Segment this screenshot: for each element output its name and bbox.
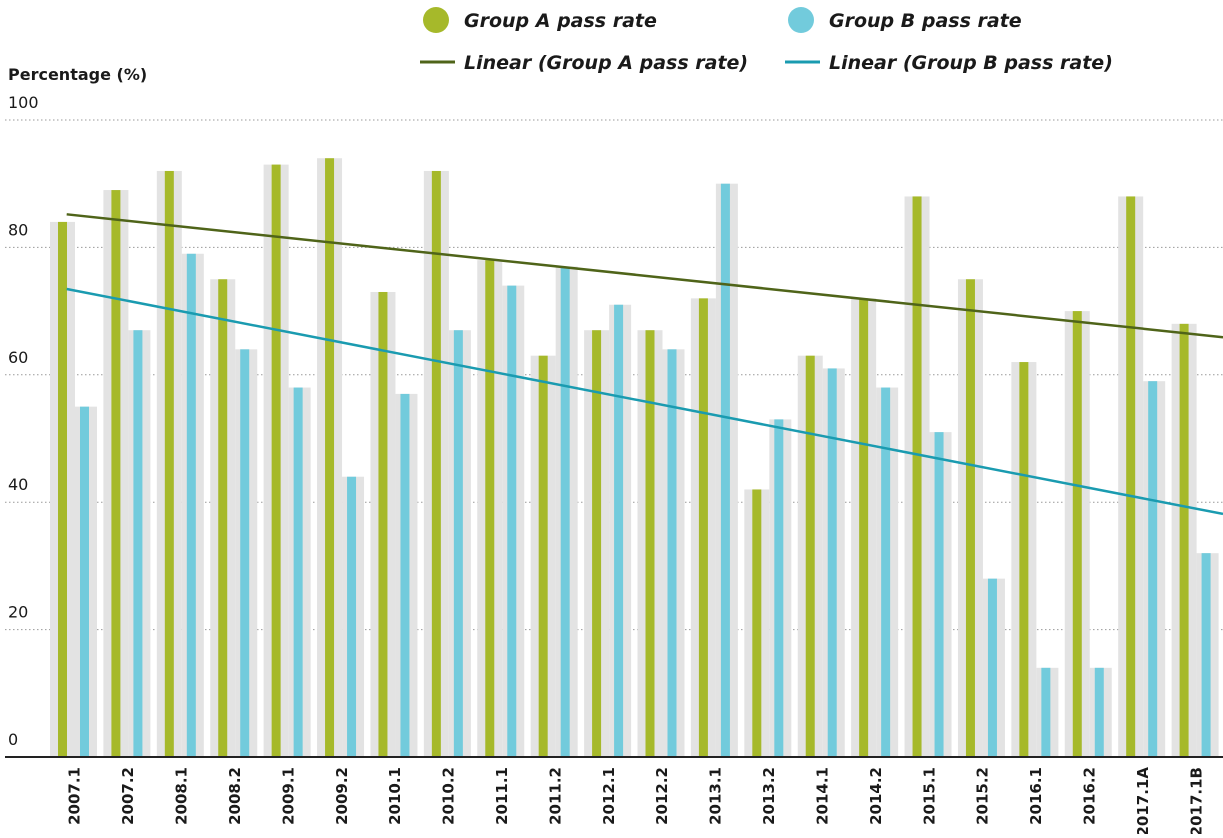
- x-tick-label: 2013.1: [707, 767, 725, 825]
- x-tick-label: 2011.1: [493, 767, 511, 825]
- bar: [645, 330, 655, 757]
- bar: [720, 183, 730, 757]
- bar: [1019, 362, 1029, 757]
- bar: [614, 304, 624, 757]
- bar: [58, 221, 67, 758]
- bar: [592, 330, 602, 757]
- bar: [325, 158, 335, 758]
- x-tick-label: 2008.1: [173, 767, 191, 825]
- bar: [507, 285, 517, 757]
- x-tick-label: 2009.1: [279, 767, 297, 825]
- bar: [934, 432, 944, 757]
- bar: [827, 368, 837, 757]
- x-tick-label: 2012.1: [600, 767, 618, 825]
- y-axis-title: Percentage (%): [8, 65, 147, 84]
- trend-line: [66, 213, 1223, 339]
- x-tick-label: 2011.2: [546, 767, 564, 825]
- bar: [667, 349, 677, 757]
- bar: [752, 489, 762, 757]
- bar: [538, 355, 548, 757]
- bar: [400, 393, 410, 757]
- bar: [774, 419, 784, 757]
- bar: [1148, 381, 1158, 757]
- bar: [111, 190, 121, 757]
- x-tick-label: 2007.1: [66, 767, 84, 825]
- bar: [560, 266, 570, 757]
- legend-label: Linear (Group A pass rate): [464, 52, 748, 74]
- legend-marker: [788, 7, 814, 33]
- bar: [453, 330, 463, 757]
- x-tick-label: 2017.1B: [1187, 767, 1205, 834]
- bar: [293, 387, 303, 757]
- x-tick-label: 2009.2: [333, 767, 351, 825]
- x-tick-label: 2007.2: [119, 767, 137, 825]
- bar: [1041, 667, 1051, 757]
- bar: [698, 298, 708, 757]
- x-tick-label: 2010.1: [386, 767, 404, 825]
- x-tick-label: 2016.2: [1080, 767, 1098, 825]
- y-tick-label: 100: [8, 93, 39, 112]
- bar: [1126, 196, 1136, 757]
- x-tick-label: 2014.2: [867, 767, 885, 825]
- bar: [1201, 553, 1211, 757]
- bar: [218, 279, 228, 757]
- x-tick-label: 2014.1: [813, 767, 831, 825]
- bar: [186, 253, 196, 757]
- bar: [378, 291, 388, 757]
- x-tick-label: 2008.2: [226, 767, 244, 825]
- y-tick-label: 0: [8, 730, 18, 749]
- x-tick-label: 2017.1A: [1134, 767, 1152, 834]
- bar: [133, 330, 143, 757]
- bar: [240, 349, 250, 757]
- bar: [80, 406, 89, 757]
- x-tick-label: 2010.2: [440, 767, 458, 825]
- legend-label: Group A pass rate: [464, 10, 657, 32]
- y-tick-label: 20: [8, 603, 28, 622]
- bar: [805, 355, 815, 757]
- bar: [1094, 667, 1104, 757]
- x-tick-label: 2015.2: [974, 767, 992, 825]
- legend-marker: [423, 7, 449, 33]
- legend-label: Linear (Group B pass rate): [829, 52, 1113, 74]
- bar: [1179, 323, 1189, 757]
- x-tick-label: 2013.2: [760, 767, 778, 825]
- bar: [987, 578, 997, 757]
- bar: [485, 260, 495, 757]
- x-tick-label: 2012.2: [653, 767, 671, 825]
- bar: [431, 170, 441, 757]
- trend-line: [66, 287, 1223, 516]
- x-tick-label: 2016.1: [1027, 767, 1045, 825]
- y-tick-label: 80: [8, 220, 28, 239]
- legend-label: Group B pass rate: [829, 10, 1022, 32]
- x-tick-label: 2015.1: [920, 767, 938, 825]
- bar: [912, 196, 922, 757]
- bar: [1072, 311, 1082, 757]
- bar: [271, 164, 281, 758]
- bar: [881, 387, 891, 757]
- y-tick-label: 60: [8, 348, 28, 367]
- bar: [347, 476, 357, 757]
- bar: [965, 279, 975, 757]
- bar: [859, 298, 869, 757]
- y-tick-label: 40: [8, 475, 28, 494]
- bar: [164, 170, 174, 757]
